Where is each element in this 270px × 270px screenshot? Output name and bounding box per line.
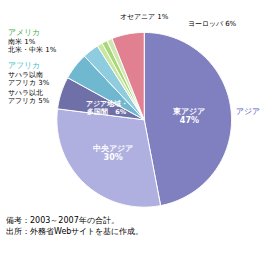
svg-text:北米・中米 1%: 北米・中米 1% xyxy=(8,46,57,54)
html-text:出所：外務省Webサイトを基に作成。: 出所：外務省Webサイトを基に作成。 xyxy=(6,227,144,236)
svg-text:サハラ以北アフリカ 5%: サハラ以北アフリカ 5% xyxy=(8,89,50,105)
svg-text:中央アジア30%: 中央アジア30% xyxy=(93,144,133,162)
svg-text:オセアニア 1%: オセアニア 1% xyxy=(120,13,169,21)
svg-text:アジア地域・多国間 6%: アジア地域・多国間 6% xyxy=(86,100,128,115)
svg-text:サハラ以南アフリカ 3%: サハラ以南アフリカ 3% xyxy=(8,71,50,87)
svg-text:アフリカ: アフリカ xyxy=(8,61,40,70)
html-text:備考：2003～2007年の合計。: 備考：2003～2007年の合計。 xyxy=(6,216,119,225)
svg-text:南米 1%: 南米 1% xyxy=(8,38,36,46)
svg-text:アジア: アジア xyxy=(236,107,260,116)
svg-text:東アジア47%: 東アジア47% xyxy=(172,107,205,125)
svg-text:アメリカ: アメリカ xyxy=(8,28,40,37)
svg-text:ヨーロッパ 6%: ヨーロッパ 6% xyxy=(188,20,237,28)
